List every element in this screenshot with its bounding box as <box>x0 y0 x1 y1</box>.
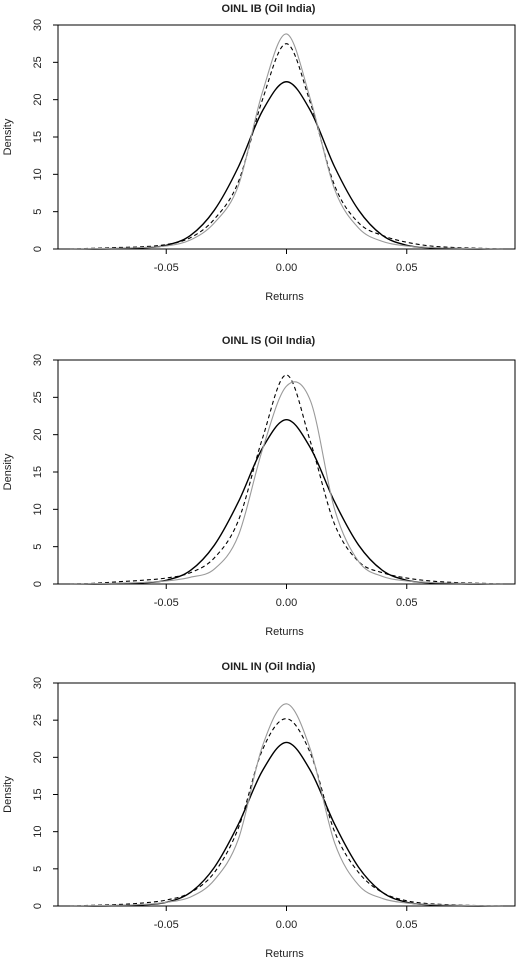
chart-panel-3: OINL IN (Oil India) Returns Density -0.05 0.… <box>2 661 516 960</box>
y-tick-label: 5 <box>32 544 44 550</box>
y-tick-label: 5 <box>32 866 44 872</box>
density-curve-solid-gray <box>70 703 503 907</box>
y-tick-label: 15 <box>32 788 44 800</box>
y-tick-label: 20 <box>32 751 44 763</box>
plot-frame <box>57 682 516 907</box>
density-curve-solid-gray <box>70 33 503 250</box>
x-axis-label: Returns <box>265 291 304 303</box>
y-axis-label: Density <box>2 776 14 813</box>
chart-panel-2: OINL IS (Oil India) Returns Density -0.05 0.… <box>2 335 516 638</box>
plot-frame <box>57 24 516 250</box>
y-tick-label: 30 <box>32 354 44 366</box>
y-tick-label: 15 <box>32 466 44 478</box>
x-tick-label: 0.00 <box>276 597 297 609</box>
y-tick-label: 0 <box>32 903 44 909</box>
density-curve-dashed-black <box>70 718 503 907</box>
x-tick-label: 0.05 <box>396 597 417 609</box>
y-tick-label: 20 <box>32 429 44 441</box>
y-tick-label: 30 <box>32 19 44 31</box>
y-tick-label: 25 <box>32 391 44 403</box>
chart-title: OINL IN (Oil India) <box>222 661 316 673</box>
y-tick-label: 20 <box>32 94 44 106</box>
y-tick-label: 25 <box>32 56 44 68</box>
y-tick-label: 0 <box>32 581 44 587</box>
y-axis-label: Density <box>2 453 14 490</box>
y-tick-label: 0 <box>32 246 44 252</box>
chart-title: OINL IS (Oil India) <box>222 335 316 347</box>
x-tick-label: -0.05 <box>154 597 179 609</box>
y-tick-label: 25 <box>32 714 44 726</box>
chart-panel-1: OINL IB (Oil India) Returns Density -0.05 0.… <box>2 3 516 303</box>
density-curve-solid-black <box>70 419 503 585</box>
x-axis-label: Returns <box>265 626 304 638</box>
y-tick-label: 10 <box>32 503 44 515</box>
density-curve-solid-black <box>70 81 503 250</box>
x-tick-label: 0.00 <box>276 919 297 931</box>
x-tick-label: 0.00 <box>276 262 297 274</box>
density-curve-dashed-black <box>70 43 503 250</box>
chart-title: OINL IB (Oil India) <box>222 3 316 15</box>
density-curve-dashed-black <box>70 374 503 585</box>
density-curve-solid-black <box>70 741 503 907</box>
y-tick-label: 5 <box>32 209 44 215</box>
y-axis-label: Density <box>2 118 14 155</box>
y-tick-label: 30 <box>32 677 44 689</box>
x-axis-label: Returns <box>265 948 304 960</box>
plot-frame <box>57 359 516 585</box>
x-tick-label: -0.05 <box>154 262 179 274</box>
y-tick-label: 15 <box>32 131 44 143</box>
y-tick-label: 10 <box>32 168 44 180</box>
x-tick-label: 0.05 <box>396 919 417 931</box>
y-tick-label: 10 <box>32 826 44 838</box>
density-curve-solid-gray <box>70 381 503 585</box>
x-tick-label: -0.05 <box>154 919 179 931</box>
x-tick-label: 0.05 <box>396 262 417 274</box>
